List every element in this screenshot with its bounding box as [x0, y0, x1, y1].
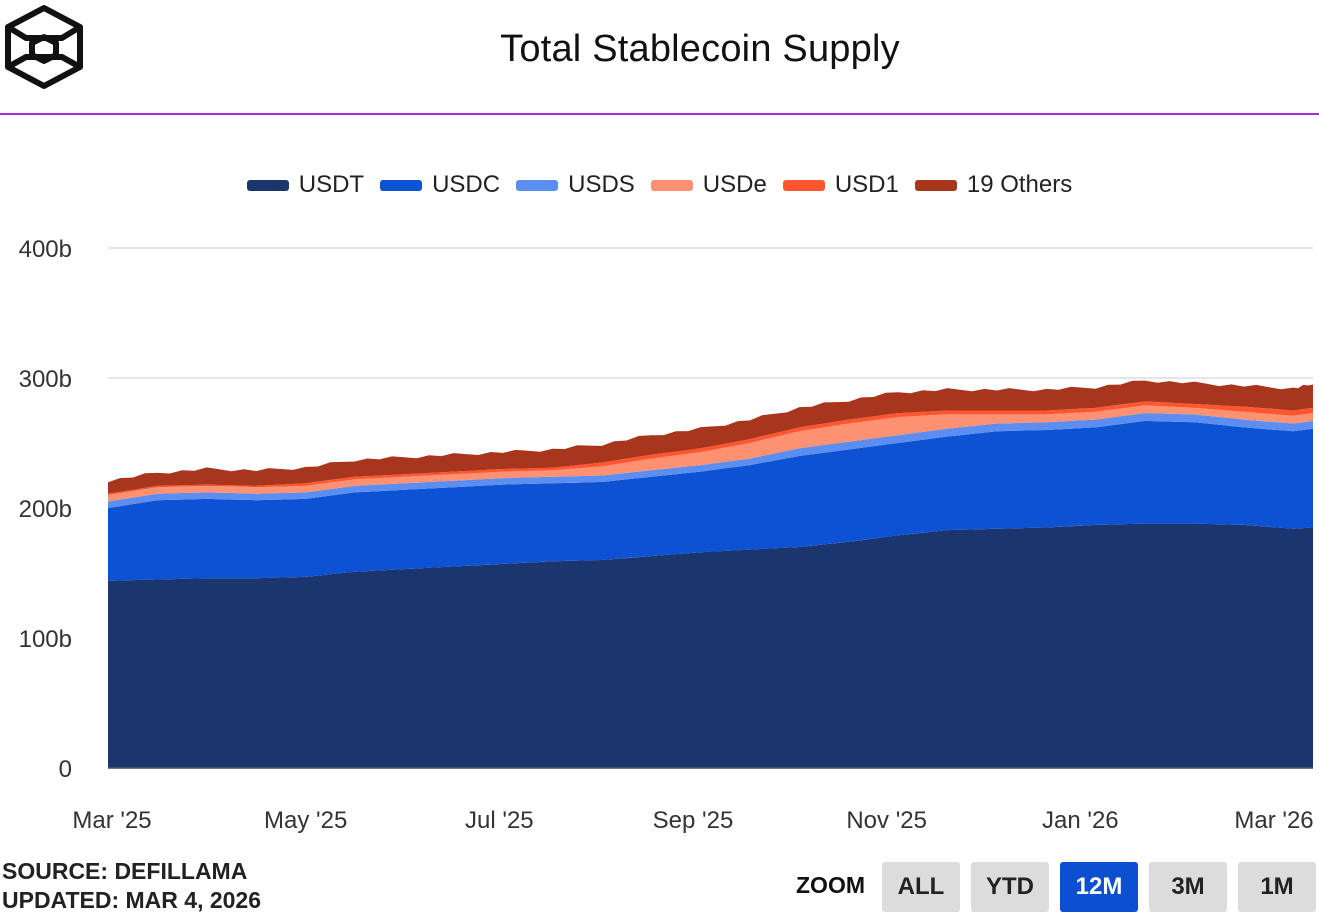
y-tick-label-0: 0	[59, 756, 72, 783]
x-tick-label-0: Mar '25	[72, 807, 151, 834]
zoom-1m-button[interactable]: 1M	[1238, 862, 1316, 912]
x-tick-label-6: Mar '26	[1234, 807, 1313, 834]
legend-label-usdc: USDC	[432, 171, 501, 198]
x-tick-label-1: May '25	[264, 807, 347, 834]
updated-text: UPDATED: MAR 4, 2026	[2, 887, 262, 913]
stacked-area-chart: 0 100b 200b 300b 400b Mar '25 May '25 Jul '25 Se…	[19, 236, 1314, 834]
legend-swatch-usdc	[380, 179, 423, 191]
zoom-label: ZOOM	[796, 872, 865, 898]
zoom-ytd-button[interactable]: YTD	[971, 862, 1049, 912]
legend-label-usd1: USD1	[834, 171, 899, 198]
zoom-12m-button[interactable]: 12M	[1060, 862, 1138, 912]
legend-item-others[interactable]: 19 Others	[914, 171, 1073, 199]
legend-swatch-usd1	[782, 179, 825, 191]
legend-item-usdc[interactable]: USDC	[380, 171, 500, 199]
y-tick-label-300: 300b	[19, 366, 72, 393]
x-tick-label-2: Jul '25	[465, 807, 534, 834]
area-series-usds	[108, 413, 1313, 508]
legend-label-usdt: USDT	[298, 171, 365, 198]
x-tick-label-5: Jan '26	[1042, 807, 1119, 834]
legend-item-usd1[interactable]: USD1	[782, 171, 899, 199]
cube-logo-icon	[4, 4, 84, 90]
legend-label-usde: USDe	[702, 171, 767, 198]
chart-legend: USDT USDC USDS USDe USD1 19 Others	[0, 171, 1319, 199]
zoom-all-button[interactable]: ALL	[882, 862, 960, 912]
legend-swatch-usds	[516, 179, 559, 191]
y-tick-label-100: 100b	[19, 626, 72, 653]
legend-item-usdt[interactable]: USDT	[246, 171, 365, 199]
legend-label-others: 19 Others	[966, 171, 1073, 198]
legend-item-usde[interactable]: USDe	[650, 171, 767, 199]
legend-label-usds: USDS	[568, 171, 635, 198]
area-series-usd1	[108, 401, 1313, 495]
source-note: SOURCE: DEFILLAMA UPDATED: MAR 4, 2026	[2, 857, 261, 915]
x-tick-label-3: Sep '25	[653, 807, 734, 834]
area-series-19-others	[108, 380, 1313, 494]
zoom-3m-button[interactable]: 3M	[1149, 862, 1227, 912]
y-tick-label-400: 400b	[19, 236, 72, 263]
legend-swatch-usdt	[246, 179, 289, 191]
area-series-usdc	[108, 420, 1313, 581]
chart-title: Total Stablecoin Supply	[500, 28, 900, 70]
x-tick-label-4: Nov '25	[846, 807, 927, 834]
legend-swatch-others	[914, 179, 957, 191]
header-divider	[0, 113, 1319, 115]
y-tick-label-200: 200b	[19, 496, 72, 523]
legend-item-usds[interactable]: USDS	[516, 171, 635, 199]
legend-swatch-usde	[650, 179, 693, 191]
area-series-usdt	[108, 523, 1313, 768]
area-series-usde	[108, 405, 1313, 502]
source-text: SOURCE: DEFILLAMA	[2, 858, 248, 884]
